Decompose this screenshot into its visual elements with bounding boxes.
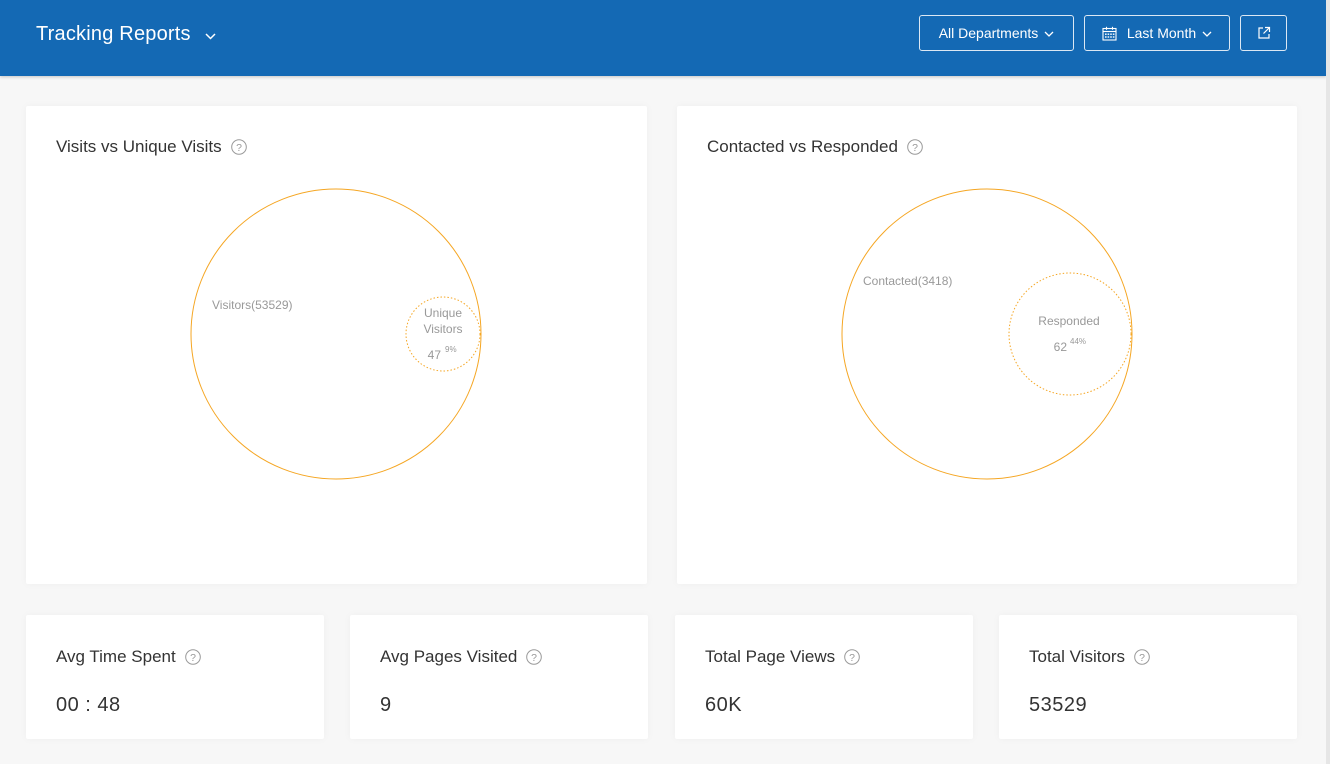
unique-visitors-percent: 9% <box>445 345 457 354</box>
stat-card-page-views: Total Page Views ? 60K <box>675 615 973 739</box>
visits-chart-card: Visits vs Unique Visits ? Visitors(53529… <box>26 106 647 584</box>
date-range-label: Last Month <box>1126 25 1197 41</box>
help-circle-icon[interactable]: ? <box>526 649 543 665</box>
svg-text:?: ? <box>236 142 242 154</box>
card-title: Visits vs Unique Visits <box>56 137 222 156</box>
unique-visitors-label-line: Unique <box>424 306 462 320</box>
external-link-icon <box>1257 26 1271 40</box>
stat-card-avg-pages: Avg Pages Visited ? 9 <box>350 615 648 739</box>
report-selector[interactable]: Tracking Reports <box>36 20 216 48</box>
svg-text:?: ? <box>849 652 855 664</box>
chevron-down-icon <box>1202 31 1212 37</box>
stat-value: 60K <box>705 694 743 716</box>
visitors-circle <box>190 188 482 480</box>
stat-card-total-visitors: Total Visitors ? 53529 <box>999 615 1297 739</box>
scrollbar[interactable] <box>1326 0 1330 764</box>
svg-text:?: ? <box>1139 652 1145 664</box>
stat-label: Avg Time Spent <box>56 647 176 666</box>
help-circle-icon[interactable]: ? <box>844 649 860 665</box>
page-title: Tracking Reports <box>36 22 191 45</box>
responded-percent: 44% <box>1070 337 1086 346</box>
stat-label: Total Page Views <box>705 647 836 666</box>
department-dropdown[interactable]: All Departments <box>919 15 1074 51</box>
contacted-venn-diagram: Contacted(3418) Responded 62 44% <box>841 188 1133 480</box>
calendar-icon <box>1102 26 1117 41</box>
stat-label-row: Avg Time Spent ? <box>56 647 201 667</box>
responded-circle <box>1008 272 1132 396</box>
help-circle-icon[interactable]: ? <box>184 649 201 665</box>
help-circle-icon[interactable]: ? <box>230 139 247 155</box>
contacted-circle <box>841 188 1133 480</box>
header-bar: Tracking Reports All Departments Last Mo… <box>0 0 1326 76</box>
chevron-down-icon <box>1044 31 1054 37</box>
stat-card-avg-time: Avg Time Spent ? 00 : 48 <box>26 615 324 739</box>
stat-value: 00 : 48 <box>56 694 121 716</box>
stat-label-row: Total Visitors ? <box>1029 647 1150 667</box>
help-circle-icon[interactable]: ? <box>907 139 923 155</box>
department-dropdown-label: All Departments <box>938 25 1039 41</box>
responded-label: Responded <box>1038 314 1099 328</box>
stat-label: Total Visitors <box>1029 647 1126 666</box>
stat-value: 53529 <box>1029 694 1088 716</box>
visits-venn-diagram: Visitors(53529) Unique Visitors 47 9% <box>190 188 482 480</box>
unique-visitors-circle <box>405 296 481 372</box>
stat-label: Avg Pages Visited <box>380 647 518 666</box>
unique-visitors-label-line: Visitors <box>423 322 462 336</box>
stat-value: 9 <box>380 694 392 716</box>
chevron-down-icon <box>205 32 216 40</box>
card-title-row: Contacted vs Responded ? <box>707 137 923 157</box>
card-title-row: Visits vs Unique Visits ? <box>56 137 247 157</box>
svg-text:?: ? <box>912 142 918 154</box>
stat-label-row: Avg Pages Visited ? <box>380 647 543 667</box>
card-title: Contacted vs Responded <box>707 137 898 156</box>
responded-value: 62 <box>1054 340 1068 354</box>
svg-text:?: ? <box>531 652 537 664</box>
visitors-label: Visitors(53529) <box>212 298 292 312</box>
help-circle-icon[interactable]: ? <box>1134 649 1150 665</box>
unique-visitors-value: 47 <box>428 348 442 362</box>
contacted-chart-card: Contacted vs Responded ? Contacted(3418)… <box>677 106 1297 584</box>
export-button[interactable] <box>1240 15 1287 51</box>
svg-text:?: ? <box>190 652 196 664</box>
date-range-dropdown[interactable]: Last Month <box>1084 15 1230 51</box>
contacted-label: Contacted(3418) <box>863 274 952 288</box>
stat-label-row: Total Page Views ? <box>705 647 860 667</box>
